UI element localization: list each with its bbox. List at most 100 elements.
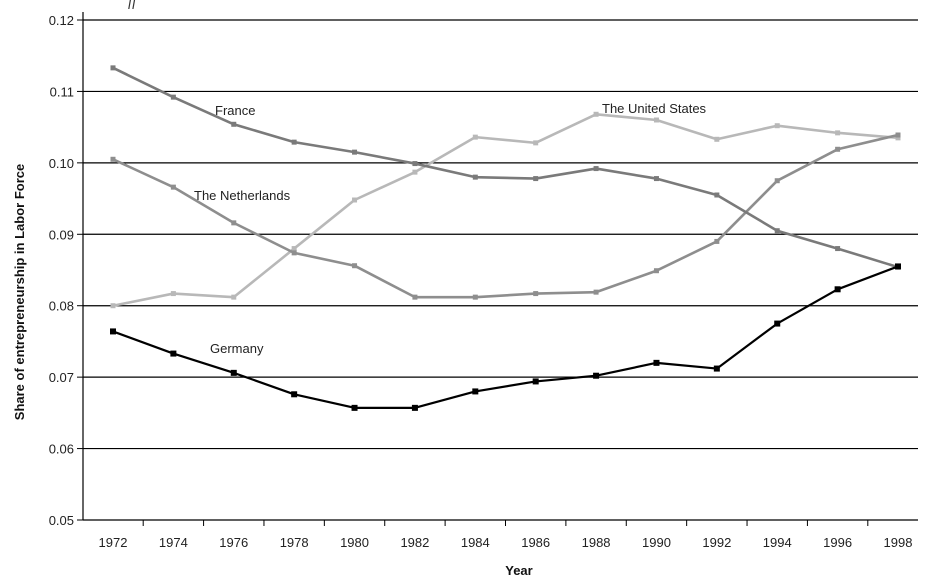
y-tick-label: 0.09 <box>49 227 74 242</box>
label-germany: Germany <box>210 341 264 356</box>
data-point <box>170 184 176 190</box>
data-point <box>472 134 478 140</box>
data-point <box>714 238 720 244</box>
data-point <box>835 130 841 136</box>
data-point <box>774 228 780 234</box>
data-point <box>411 404 418 411</box>
axes <box>82 12 918 526</box>
series-line <box>112 133 899 299</box>
x-tick-label: 1972 <box>99 535 128 550</box>
data-point <box>713 365 720 372</box>
data-point <box>110 328 116 335</box>
data-point <box>533 291 539 297</box>
series-line <box>112 112 899 307</box>
data-point <box>110 303 116 309</box>
y-tick-label: 0.06 <box>49 442 74 457</box>
data-point <box>835 246 841 252</box>
data-point <box>472 174 478 180</box>
y-tick-label: 0.10 <box>49 156 74 171</box>
data-point <box>895 132 901 138</box>
data-point <box>351 404 358 411</box>
data-point <box>714 136 720 142</box>
data-point <box>291 246 297 252</box>
clipped-caption-fragment: ff <box>128 0 137 10</box>
series-the-united-states <box>110 111 901 309</box>
data-point <box>291 391 298 398</box>
data-point <box>472 294 478 300</box>
label-united-states: The United States <box>602 101 707 116</box>
series-the-netherlands <box>110 132 901 300</box>
data-point <box>412 294 418 300</box>
data-point <box>472 388 479 395</box>
series-germany <box>110 263 901 411</box>
x-tick-label: 1984 <box>461 535 490 550</box>
x-tick-labels: 1972 1974 1976 1978 1980 1982 1984 1986 1988 1990… <box>99 535 913 550</box>
series-france <box>110 65 901 270</box>
y-tick-label: 0.07 <box>49 370 74 385</box>
data-point <box>231 121 237 127</box>
series-lines <box>110 65 901 411</box>
data-point <box>412 169 418 175</box>
y-axis-title: Share of entrepreneurship in Labor Force <box>12 164 27 420</box>
x-tick-label: 1990 <box>642 535 671 550</box>
x-tick-label: 1986 <box>521 535 550 550</box>
series-labels: France The United States The Netherlands… <box>194 101 707 356</box>
data-point <box>774 178 780 184</box>
series-line <box>112 66 899 269</box>
data-point <box>110 156 116 162</box>
data-point <box>895 135 901 141</box>
y-tick-label: 0.12 <box>49 13 74 28</box>
data-point <box>352 197 358 203</box>
data-point <box>291 139 297 145</box>
data-point <box>834 286 841 293</box>
x-tick-label: 1988 <box>582 535 611 550</box>
x-tick-label: 1998 <box>884 535 913 550</box>
data-point <box>291 250 297 256</box>
data-point <box>230 369 237 376</box>
x-tick-label: 1994 <box>763 535 792 550</box>
y-tick-label: 0.08 <box>49 299 74 314</box>
x-tick-label: 1976 <box>219 535 248 550</box>
label-netherlands: The Netherlands <box>194 188 291 203</box>
data-point <box>593 372 600 379</box>
y-tick-label: 0.05 <box>49 513 74 528</box>
data-point <box>593 111 599 117</box>
data-point <box>774 320 781 327</box>
data-point <box>110 65 116 71</box>
data-point <box>352 149 358 155</box>
data-point <box>895 263 901 270</box>
data-point <box>835 146 841 152</box>
x-tick-label: 1982 <box>400 535 429 550</box>
data-point <box>653 268 659 274</box>
data-point <box>532 378 539 385</box>
y-tick-label: 0.11 <box>50 84 74 99</box>
data-point <box>412 161 418 167</box>
x-axis-title: Year <box>505 563 532 578</box>
x-tick-label: 1996 <box>823 535 852 550</box>
gridlines <box>77 19 918 521</box>
data-point <box>533 140 539 146</box>
data-point <box>653 176 659 182</box>
label-france: France <box>215 103 255 118</box>
data-point <box>593 166 599 172</box>
series-line <box>112 265 899 409</box>
data-point <box>653 117 659 123</box>
data-point <box>352 263 358 269</box>
data-point <box>170 291 176 297</box>
data-point <box>231 294 237 300</box>
y-tick-labels: 0.05 0.06 0.07 0.08 0.09 0.10 0.11 0.12 <box>49 13 74 528</box>
data-point <box>231 220 237 226</box>
x-tick-label: 1980 <box>340 535 369 550</box>
data-point <box>714 192 720 198</box>
data-point <box>170 350 177 357</box>
data-point <box>593 289 599 295</box>
data-point <box>774 123 780 129</box>
data-point <box>533 176 539 182</box>
data-point <box>170 94 176 100</box>
x-tick-label: 1992 <box>702 535 731 550</box>
x-tick-label: 1974 <box>159 535 188 550</box>
x-tick-label: 1978 <box>280 535 309 550</box>
data-point <box>653 359 660 366</box>
